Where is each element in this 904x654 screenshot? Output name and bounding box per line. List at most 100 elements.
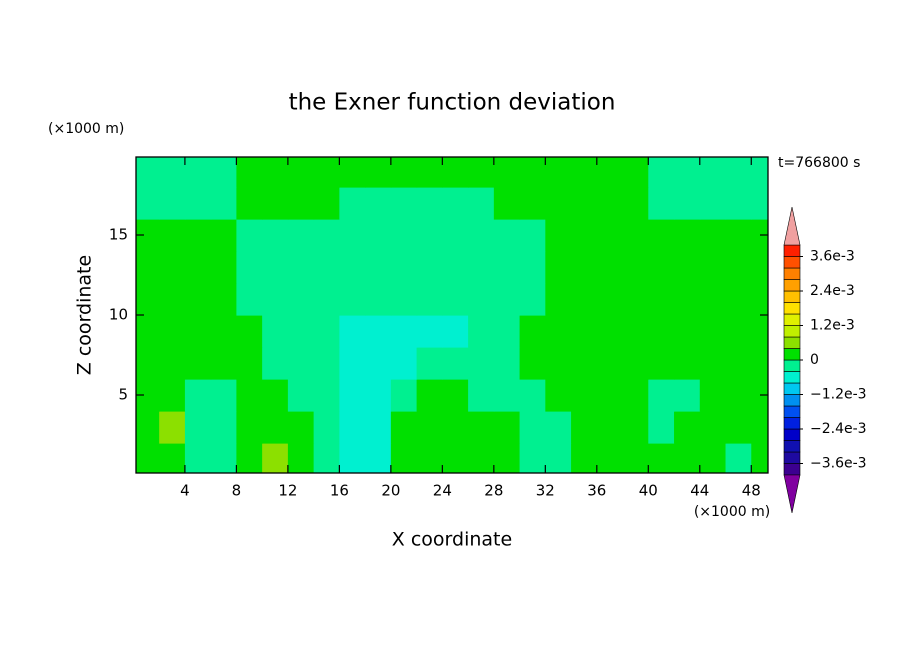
field-cell bbox=[287, 157, 315, 188]
field-cell bbox=[493, 443, 521, 473]
field-cell bbox=[287, 283, 315, 316]
field-cell bbox=[365, 157, 392, 188]
field-cell bbox=[136, 251, 160, 284]
field-cell bbox=[596, 379, 624, 412]
field-cell bbox=[390, 283, 418, 316]
field-cell bbox=[236, 219, 263, 252]
field-cell bbox=[236, 315, 263, 348]
field-cell bbox=[287, 315, 315, 348]
field-cell bbox=[442, 219, 469, 252]
field-cell bbox=[674, 157, 701, 188]
field-cell bbox=[751, 187, 768, 220]
field-cell bbox=[159, 157, 186, 188]
x-tick-label: 16 bbox=[330, 482, 349, 500]
x-tick-label: 44 bbox=[690, 482, 709, 500]
field-cell bbox=[313, 347, 340, 380]
field-cell bbox=[519, 411, 546, 444]
field-cell bbox=[674, 315, 701, 348]
field-cell bbox=[442, 157, 469, 188]
field-cell bbox=[390, 411, 418, 444]
field-cell bbox=[136, 411, 160, 444]
field-cell bbox=[699, 283, 727, 316]
field-cell bbox=[313, 411, 340, 444]
field-cell bbox=[416, 283, 443, 316]
colorbar-label: −2.4e-3 bbox=[810, 421, 867, 437]
field-cell bbox=[596, 411, 624, 444]
field-cell bbox=[159, 283, 186, 316]
field-cell bbox=[184, 379, 212, 412]
field-cell bbox=[648, 379, 675, 412]
field-cell bbox=[545, 347, 572, 380]
x-tick-label: 8 bbox=[232, 482, 242, 500]
field-cell bbox=[416, 157, 443, 188]
field-cell bbox=[287, 187, 315, 220]
colorbar-box bbox=[783, 290, 801, 303]
field-cell bbox=[365, 187, 392, 220]
field-cell bbox=[674, 347, 701, 380]
field-cell bbox=[390, 443, 418, 473]
field-cell bbox=[184, 157, 212, 188]
field-cell bbox=[416, 187, 443, 220]
field-cell bbox=[184, 347, 212, 380]
field-cell bbox=[622, 379, 649, 412]
field-cell bbox=[674, 411, 701, 444]
field-cell bbox=[751, 157, 768, 188]
field-cell bbox=[545, 251, 572, 284]
field-cell bbox=[390, 315, 418, 348]
field-cell bbox=[339, 219, 366, 252]
field-cell bbox=[210, 379, 237, 412]
field-cell bbox=[313, 283, 340, 316]
y-tick-label: 10 bbox=[109, 306, 128, 324]
field-cell bbox=[751, 283, 768, 316]
field-cell bbox=[365, 283, 392, 316]
colorbar-box bbox=[783, 279, 801, 292]
field-cell bbox=[699, 411, 727, 444]
field-cell bbox=[236, 157, 263, 188]
field-cell bbox=[442, 283, 469, 316]
field-cell bbox=[365, 251, 392, 284]
field-cell bbox=[725, 219, 752, 252]
colorbar-box bbox=[783, 359, 801, 372]
field-cell bbox=[468, 411, 495, 444]
field-cell bbox=[184, 411, 212, 444]
colorbar-box bbox=[783, 440, 801, 453]
colorbar-label: 2.4e-3 bbox=[810, 283, 855, 299]
field-cell bbox=[751, 219, 768, 252]
field-cell bbox=[571, 411, 598, 444]
field-cell bbox=[596, 443, 624, 473]
field-cell bbox=[468, 315, 495, 348]
field-cell bbox=[416, 347, 443, 380]
field-cell bbox=[699, 251, 727, 284]
field-cell bbox=[339, 251, 366, 284]
field-cell bbox=[725, 157, 752, 188]
field-cell bbox=[236, 411, 263, 444]
field-cell bbox=[571, 283, 598, 316]
field-cell bbox=[136, 283, 160, 316]
field-cell bbox=[545, 283, 572, 316]
field-cell bbox=[468, 283, 495, 316]
field-cell bbox=[313, 187, 340, 220]
field-cell bbox=[365, 347, 392, 380]
colorbar-box bbox=[783, 313, 801, 326]
field-cell bbox=[622, 251, 649, 284]
field-cell bbox=[262, 251, 289, 284]
field-cell bbox=[571, 443, 598, 473]
field-cell bbox=[262, 283, 289, 316]
field-cell bbox=[519, 283, 546, 316]
field-cell bbox=[287, 219, 315, 252]
field-cell bbox=[365, 315, 392, 348]
field-cell bbox=[648, 251, 675, 284]
field-cell bbox=[339, 283, 366, 316]
field-cell bbox=[519, 315, 546, 348]
colorbar-label: 3.6e-3 bbox=[810, 249, 855, 265]
colorbar-label: 1.2e-3 bbox=[810, 318, 855, 334]
field-cell bbox=[751, 411, 768, 444]
field-cell bbox=[287, 379, 315, 412]
field-cell bbox=[442, 251, 469, 284]
field-cell bbox=[545, 379, 572, 412]
field-cell bbox=[416, 443, 443, 473]
field-cell bbox=[210, 443, 237, 473]
field-cell bbox=[159, 347, 186, 380]
field-cell bbox=[136, 219, 160, 252]
field-cell bbox=[365, 219, 392, 252]
